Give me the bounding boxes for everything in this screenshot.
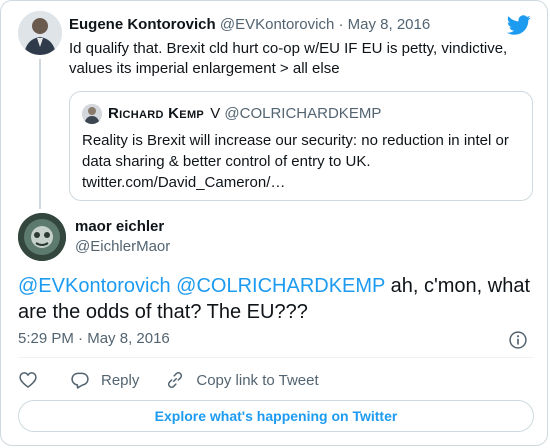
parent-author-avatar[interactable] — [18, 11, 62, 55]
parent-tweet-date[interactable]: May 8, 2016 — [347, 16, 431, 33]
parent-author-name[interactable]: Eugene Kontorovich — [69, 16, 216, 33]
reply-icon — [71, 372, 89, 389]
main-tweet-text: @EVKontorovich @COLRICHARDKEMP ah, c'mon… — [18, 273, 538, 325]
quoted-tweet-card[interactable]: Richard Kemp V @COLRICHARDKEMP Reality i… — [69, 91, 533, 201]
mention-link[interactable]: @EVKontorovich — [18, 275, 171, 297]
parent-separator: · — [338, 16, 344, 33]
main-author-avatar[interactable] — [18, 213, 66, 261]
verified-mark: V — [210, 105, 221, 122]
thread-connector-line — [39, 59, 41, 209]
heart-icon — [19, 372, 37, 388]
info-icon[interactable] — [508, 330, 528, 350]
like-button[interactable] — [18, 370, 38, 390]
main-author-handle[interactable]: @EichlerMaor — [75, 238, 171, 255]
quoted-author-name: Richard Kemp — [108, 105, 205, 122]
parent-author-handle[interactable]: @EVKontorovich — [219, 16, 335, 33]
parent-tweet-header: Eugene Kontorovich @EVKontorovich · May … — [69, 15, 430, 35]
parent-tweet-text: Id qualify that. Brexit cld hurt co-op w… — [69, 40, 508, 77]
quoted-tweet-text: Reality is Brexit will increase our secu… — [82, 132, 509, 191]
main-tweet-body: ah, c'mon, what are the odds of that? Th… — [18, 275, 531, 323]
quoted-author-handle: @COLRICHARDKEMP — [224, 105, 382, 122]
copy-link-label: Copy link to Tweet — [196, 371, 319, 389]
tweet-actions: Reply Copy link to Tweet — [18, 369, 319, 391]
tweet-timestamp[interactable]: 5:29 PM · May 8, 2016 — [18, 329, 170, 349]
mention-link[interactable]: @COLRICHARDKEMP — [176, 275, 386, 297]
tweet-time[interactable]: 5:29 PM — [18, 330, 74, 347]
reply-label: Reply — [101, 371, 140, 389]
meta-separator: · — [78, 330, 84, 347]
divider — [18, 357, 534, 358]
explore-twitter-button[interactable]: Explore what's happening on Twitter — [18, 400, 534, 432]
tweet-date[interactable]: May 8, 2016 — [87, 330, 170, 347]
quoted-tweet-header: Richard Kemp V @COLRICHARDKEMP — [108, 104, 381, 124]
reply-button[interactable]: Reply — [70, 370, 139, 390]
main-author-name[interactable]: maor eichler — [75, 218, 165, 235]
quoted-author-avatar — [82, 104, 102, 124]
link-icon — [168, 372, 183, 388]
copy-link-button[interactable]: Copy link to Tweet — [165, 370, 319, 390]
twitter-bird-icon[interactable] — [507, 13, 531, 37]
